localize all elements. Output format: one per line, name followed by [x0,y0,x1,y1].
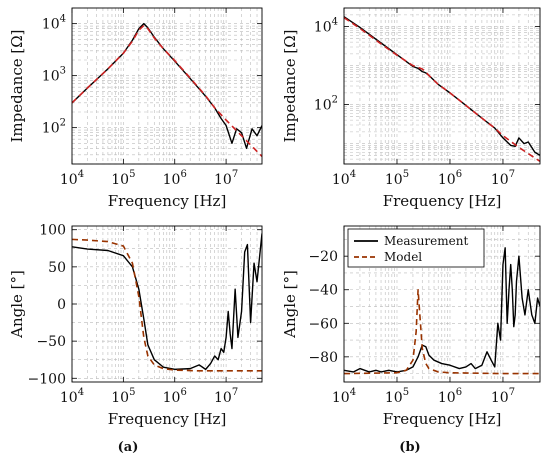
y-tick-label: 102 [314,95,338,114]
panel-a-bottom-angle: 104 105 106 107 100 50 0 −50 −100 Frequency [Hz] A… [8,223,263,428]
legend: Measurement Model [347,228,485,268]
y-tick-label: 103 [42,66,66,85]
panel-b-bottom-angle: 104 105 106 107 −20 −40 −60 −80 Frequency [Hz] An… [281,225,541,428]
x-tick-label: 106 [438,169,462,188]
x-tick-label: 107 [491,387,515,406]
caption-a: (a) [118,440,139,455]
y-tick-label: 104 [314,17,338,36]
y-tick-label: 0 [57,297,66,313]
x-tick-label: 105 [111,387,135,406]
y-axis-label: Impedance [Ω] [281,29,299,142]
y-tick-label: −100 [28,371,66,387]
y-tick-label: 50 [48,260,66,276]
x-tick-label: 107 [214,387,238,406]
x-tick-label: 106 [163,387,187,406]
y-tick-label: 102 [42,118,66,137]
y-axis-label: Impedance [Ω] [8,29,26,142]
y-tick-label: −50 [36,334,66,350]
series-model-line [72,24,262,157]
plot-frame [71,7,263,165]
series-model-line [344,16,540,163]
x-tick-label: 106 [163,169,187,188]
x-tick-label: 106 [438,387,462,406]
x-tick-label: 107 [491,169,515,188]
x-tick-label: 107 [214,169,238,188]
plot-frame [343,225,541,383]
x-axis-label: Frequency [Hz] [108,410,227,428]
x-tick-label: 105 [111,169,135,188]
y-tick-label: 100 [39,223,66,239]
y-tick-label: 104 [42,14,66,33]
y-tick-label: −40 [308,283,338,299]
y-tick-label: −20 [308,249,338,265]
legend-entry: Model [384,250,422,264]
y-axis-label: Angle [°] [8,270,26,339]
series-measurement-line [72,233,262,371]
series-model-line [344,288,540,375]
x-tick-label: 105 [385,387,409,406]
legend-entry: Measurement [384,234,468,248]
panel-a-top-impedance: 104 105 106 107 102 103 104 Frequency [Hz] Imped… [8,7,263,210]
grid [343,7,541,165]
x-tick-label: 104 [332,169,356,188]
x-axis-label: Frequency [Hz] [383,410,502,428]
x-tick-label: 104 [332,387,356,406]
x-axis-label: Frequency [Hz] [383,192,502,210]
panel-b-top-impedance: 104 105 106 107 102 104 Frequency [Hz] Impedanc… [281,7,541,210]
x-tick-label: 104 [60,169,84,188]
y-tick-label: −80 [308,350,338,366]
caption-b: (b) [399,440,420,455]
y-axis-label: Angle [°] [281,270,299,339]
grid [71,226,263,382]
y-tick-label: −60 [308,316,338,332]
plot-frame [343,7,541,165]
x-tick-label: 105 [385,169,409,188]
x-tick-label: 104 [60,387,84,406]
x-axis-label: Frequency [Hz] [108,192,227,210]
